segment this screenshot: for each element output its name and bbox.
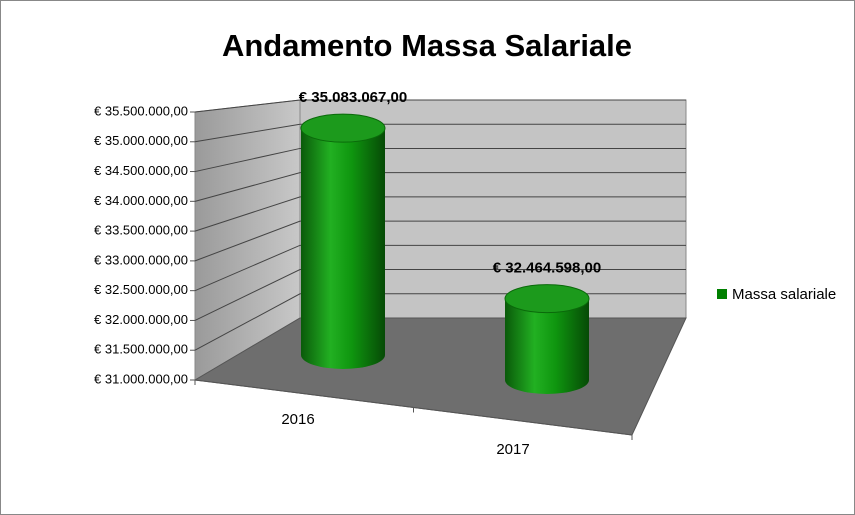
- grid-line: [194, 244, 686, 292]
- grid-line: [194, 147, 686, 173]
- legend-label: Massa salariale: [732, 286, 836, 303]
- y-tick-label: € 33.000.000,00: [94, 252, 188, 267]
- bar-top: [504, 284, 590, 314]
- grid-line: [194, 269, 686, 321]
- bar-top: [300, 113, 386, 143]
- grid-line: [194, 123, 686, 143]
- chart-title: Andamento Massa Salariale: [222, 28, 632, 63]
- y-tick-label: € 35.000.000,00: [94, 133, 188, 148]
- bar: [301, 128, 385, 355]
- y-tick-label: € 32.000.000,00: [94, 312, 188, 327]
- y-tick-label: € 33.500.000,00: [94, 223, 188, 238]
- y-tick-label: € 31.000.000,00: [94, 371, 188, 386]
- y-tick-label: € 32.500.000,00: [94, 282, 188, 297]
- x-tick-label: 2017: [496, 441, 529, 458]
- y-tick-label: € 34.500.000,00: [94, 163, 188, 178]
- grid-line: [194, 172, 686, 202]
- data-label: € 35.083.067,00: [299, 89, 407, 106]
- grid-line: [194, 99, 686, 113]
- grid-line: [194, 220, 686, 262]
- grid-line: [194, 196, 686, 232]
- data-label: € 32.464.598,00: [493, 260, 601, 277]
- y-tick-label: € 34.000.000,00: [94, 193, 188, 208]
- y-tick-label: € 35.500.000,00: [94, 103, 188, 118]
- legend-swatch: [717, 289, 727, 299]
- x-tick-label: 2016: [281, 411, 314, 428]
- y-tick-label: € 31.500.000,00: [94, 342, 188, 357]
